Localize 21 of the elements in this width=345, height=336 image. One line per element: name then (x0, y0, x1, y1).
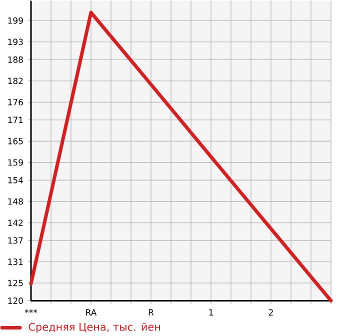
y-tick-label: 188 (8, 56, 23, 63)
y-tick-label: 159 (8, 159, 23, 166)
y-tick-label: 193 (8, 38, 23, 46)
y-tick-label: 154 (8, 177, 23, 184)
y-tick-label: 137 (8, 237, 23, 244)
y-tick-label: 148 (8, 198, 23, 205)
y-tick-label: 125 (8, 280, 23, 286)
x-tick-label: R (148, 309, 154, 316)
y-tick-label: 182 (8, 78, 23, 84)
y-tick-label: 120 (8, 298, 23, 304)
y-tick-label: 142 (8, 220, 23, 226)
y-tick-label: 171 (8, 116, 23, 124)
x-tick-label: 1 (209, 309, 213, 316)
x-tick-label: *** (24, 309, 38, 314)
legend-label: Средняя Цена, тыс. йен (28, 322, 160, 333)
x-tick-label: 2 (268, 309, 273, 316)
y-tick-label: 176 (8, 99, 23, 106)
y-tick-label: 131 (8, 258, 23, 266)
y-tick-label: 165 (8, 138, 23, 145)
y-tick-label: 199 (8, 18, 23, 24)
x-tick-label: RA (86, 309, 97, 316)
